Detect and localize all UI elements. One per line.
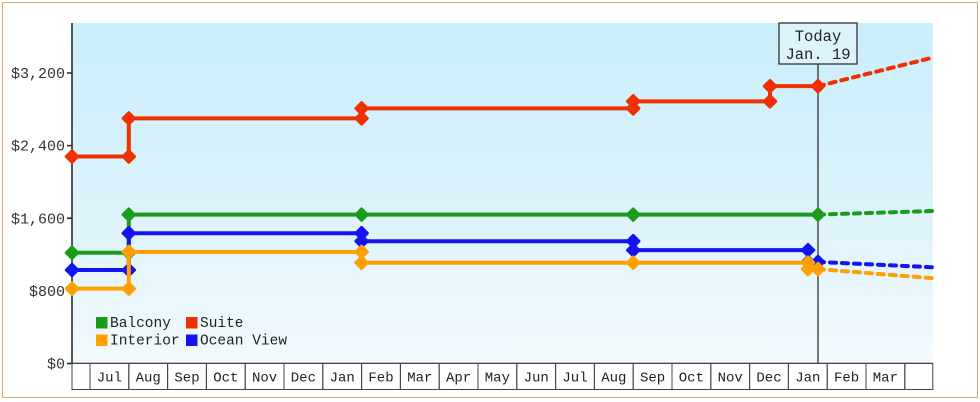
svg-text:Ocean View: Ocean View xyxy=(200,334,287,350)
svg-text:$2,400: $2,400 xyxy=(11,139,65,156)
svg-text:Jul: Jul xyxy=(562,371,587,387)
svg-text:Sep: Sep xyxy=(640,371,665,387)
svg-text:Nov: Nov xyxy=(252,371,277,387)
svg-text:Today: Today xyxy=(795,28,842,46)
svg-text:$0: $0 xyxy=(47,357,65,374)
svg-text:Apr: Apr xyxy=(446,371,471,387)
svg-text:Dec: Dec xyxy=(291,371,316,387)
svg-text:Suite: Suite xyxy=(200,316,244,332)
svg-text:Jan: Jan xyxy=(795,371,820,387)
svg-text:Feb: Feb xyxy=(368,371,393,387)
svg-text:Oct: Oct xyxy=(679,371,704,387)
svg-text:Aug: Aug xyxy=(136,371,161,387)
svg-text:$800: $800 xyxy=(29,284,65,301)
svg-text:Mar: Mar xyxy=(407,371,432,387)
svg-text:Jan. 19: Jan. 19 xyxy=(785,46,850,64)
svg-text:Sep: Sep xyxy=(174,371,199,387)
svg-text:Feb: Feb xyxy=(834,371,859,387)
svg-text:$1,600: $1,600 xyxy=(11,211,65,228)
svg-text:Jan: Jan xyxy=(330,371,355,387)
svg-text:Interior: Interior xyxy=(110,334,180,350)
svg-text:Dec: Dec xyxy=(756,371,781,387)
svg-text:May: May xyxy=(485,371,510,387)
svg-text:Nov: Nov xyxy=(718,371,743,387)
svg-text:Jun: Jun xyxy=(524,371,549,387)
svg-text:Oct: Oct xyxy=(213,371,238,387)
svg-text:Balcony: Balcony xyxy=(110,316,171,332)
svg-text:Jul: Jul xyxy=(97,371,122,387)
svg-text:$3,200: $3,200 xyxy=(11,66,65,83)
svg-text:Aug: Aug xyxy=(601,371,626,387)
svg-text:Mar: Mar xyxy=(873,371,898,387)
